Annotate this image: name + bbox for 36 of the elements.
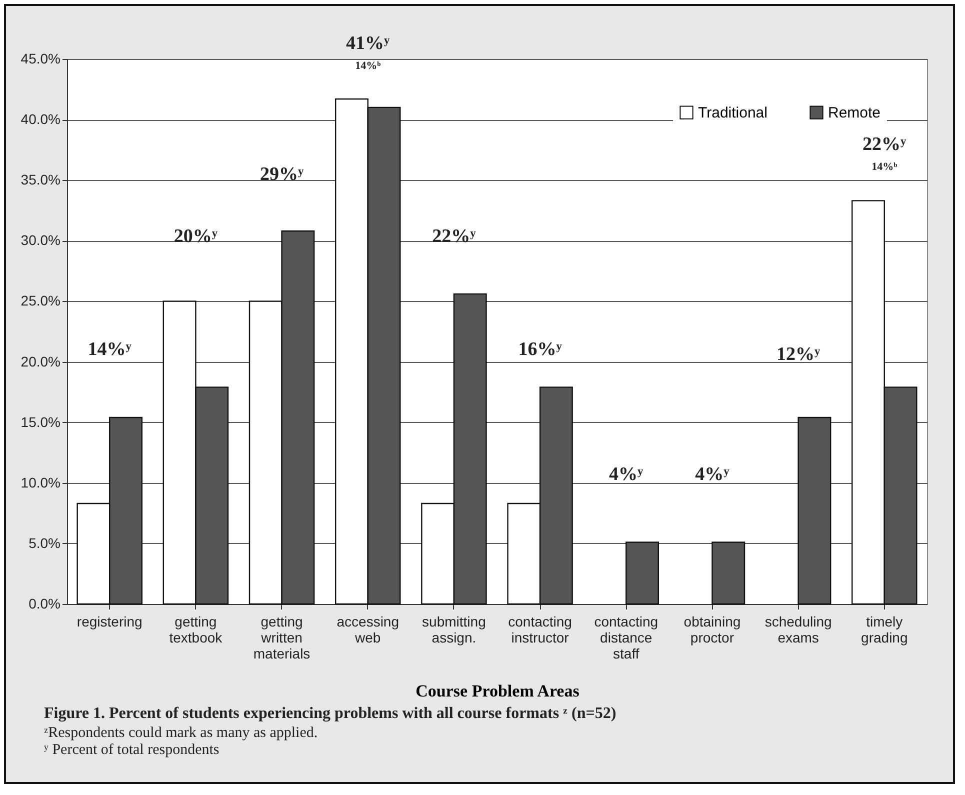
annotation: 16%ʸ	[518, 339, 562, 360]
x-tick-label: registering	[76, 614, 142, 630]
x-tick-label: contacting distance staff	[594, 614, 658, 662]
x-tick-label: timely grading	[861, 614, 908, 646]
y-tick-label: 10.0%	[20, 474, 60, 490]
text: Figure 1. Percent of students experiencing problems with all course formats ᶻ (n=52)	[44, 705, 618, 723]
annotation: 14%ʸ	[88, 339, 132, 360]
x-tick-label: contacting instructor	[508, 614, 572, 646]
legend-label: Remote	[828, 104, 881, 122]
x-tick-label: scheduling exams	[764, 614, 832, 646]
text: ᶻRespondents could mark as many as applied.	[44, 725, 319, 742]
annotation: 4%ʸ	[609, 464, 644, 485]
annotation: 29%ʸ	[260, 164, 304, 185]
y-tick-label: 40.0%	[20, 111, 60, 128]
x-tick-label: getting written materials	[253, 614, 310, 662]
y-tick-label: 15.0%	[20, 414, 60, 430]
y-tick-label: 20.0%	[20, 353, 60, 370]
text: ʸ Percent of total respondents	[44, 742, 220, 759]
y-tick-label: 25.0%	[20, 292, 60, 309]
x-tick-label: getting textbook	[169, 614, 224, 646]
x-tick-label: accessing web	[336, 614, 400, 646]
text: 41%ʸ	[346, 33, 390, 54]
legend-label: Traditional	[698, 104, 768, 122]
annotation: 4%ʸ	[695, 464, 730, 485]
annotation: 14%ᵇ	[872, 161, 898, 173]
annotation: 14%ᵇ	[355, 60, 382, 72]
y-tick-label: 30.0%	[20, 232, 60, 248]
y-tick-label: 45.0%	[20, 50, 60, 66]
x-axis-title: Course Problem Areas	[416, 682, 580, 700]
x-tick-label: submitting assign.	[422, 614, 486, 646]
annotation: 22%ʸ	[862, 134, 907, 155]
x-tick-label: obtaining proctor	[684, 614, 741, 646]
y-tick-label: 35.0%	[20, 172, 60, 188]
y-tick-label: 0.0%	[28, 596, 60, 612]
annotation: 12%ʸ	[776, 344, 820, 365]
y-tick-label: 5.0%	[28, 534, 60, 551]
